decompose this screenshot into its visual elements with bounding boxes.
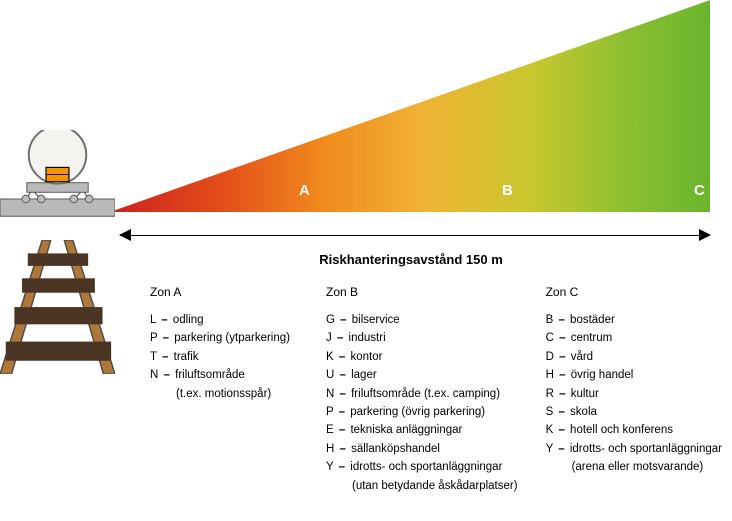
zone-item-sub: (utan betydande åskådarplatser) (326, 477, 518, 495)
zone-b-column: Zon B G – bilserviceJ – industriK – kont… (326, 285, 518, 495)
zone-item: P – parkering (övrig parkering) (326, 403, 518, 421)
dimension-caption: Riskhanteringsavstånd 150 m (0, 252, 732, 267)
zone-item: C – centrum (546, 329, 722, 347)
zone-item: H – sällanköpshandel (326, 440, 518, 458)
zone-item: K – kontor (326, 348, 518, 366)
zone-c-column: Zon C B – bostäderC – centrumD – vårdH –… (546, 285, 722, 495)
zone-b-head: Zon B (326, 285, 518, 299)
zone-item: P – parkering (ytparkering) (150, 329, 298, 347)
zone-c-head: Zon C (546, 285, 722, 299)
zone-item: G – bilservice (326, 311, 518, 329)
zone-letter: B (502, 182, 513, 199)
zone-item: Y – idrotts- och sportanläggningar (326, 458, 518, 476)
zone-item: D – vård (546, 348, 722, 366)
zone-a-column: Zon A L – odlingP – parkering (ytparkeri… (150, 285, 298, 495)
zone-item: S – skola (546, 403, 722, 421)
zone-item: N – friluftsområde (t.ex. camping) (326, 385, 518, 403)
zone-item: R – kultur (546, 385, 722, 403)
triangle-svg (110, 0, 710, 212)
zone-item: Y – idrotts- och sportanläggningar (546, 440, 722, 458)
dimension-line (120, 225, 710, 255)
zone-item: U – lager (326, 366, 518, 384)
zone-item-sub: (arena eller motsvarande) (546, 458, 722, 476)
tanker-icon (0, 130, 115, 230)
zone-item: B – bostäder (546, 311, 722, 329)
zone-item: L – odling (150, 311, 298, 329)
zone-item: E – tekniska anläggningar (326, 421, 518, 439)
zone-a-head: Zon A (150, 285, 298, 299)
zone-item: T – trafik (150, 348, 298, 366)
zone-letter: A (299, 182, 310, 199)
zone-item: N – friluftsområde (150, 366, 298, 384)
zone-item-sub: (t.ex. motionsspår) (150, 385, 298, 403)
risk-triangle: A B C (110, 0, 710, 212)
zone-item: H – övrig handel (546, 366, 722, 384)
zone-item: J – industri (326, 329, 518, 347)
zone-letter: C (694, 182, 705, 199)
zone-item: K – hotell och konferens (546, 421, 722, 439)
